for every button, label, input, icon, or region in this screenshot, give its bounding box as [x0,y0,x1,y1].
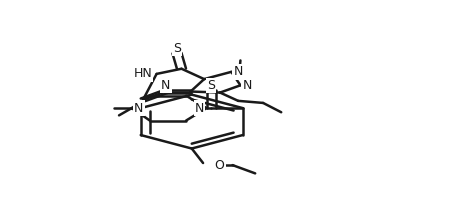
Text: S: S [172,42,181,55]
Text: N: N [161,79,170,92]
Text: O: O [214,159,224,172]
Text: N: N [233,65,243,78]
Text: N: N [194,102,204,115]
Text: HN: HN [133,67,152,80]
Text: N: N [134,102,143,115]
Text: S: S [207,79,215,92]
Text: N: N [242,79,252,92]
